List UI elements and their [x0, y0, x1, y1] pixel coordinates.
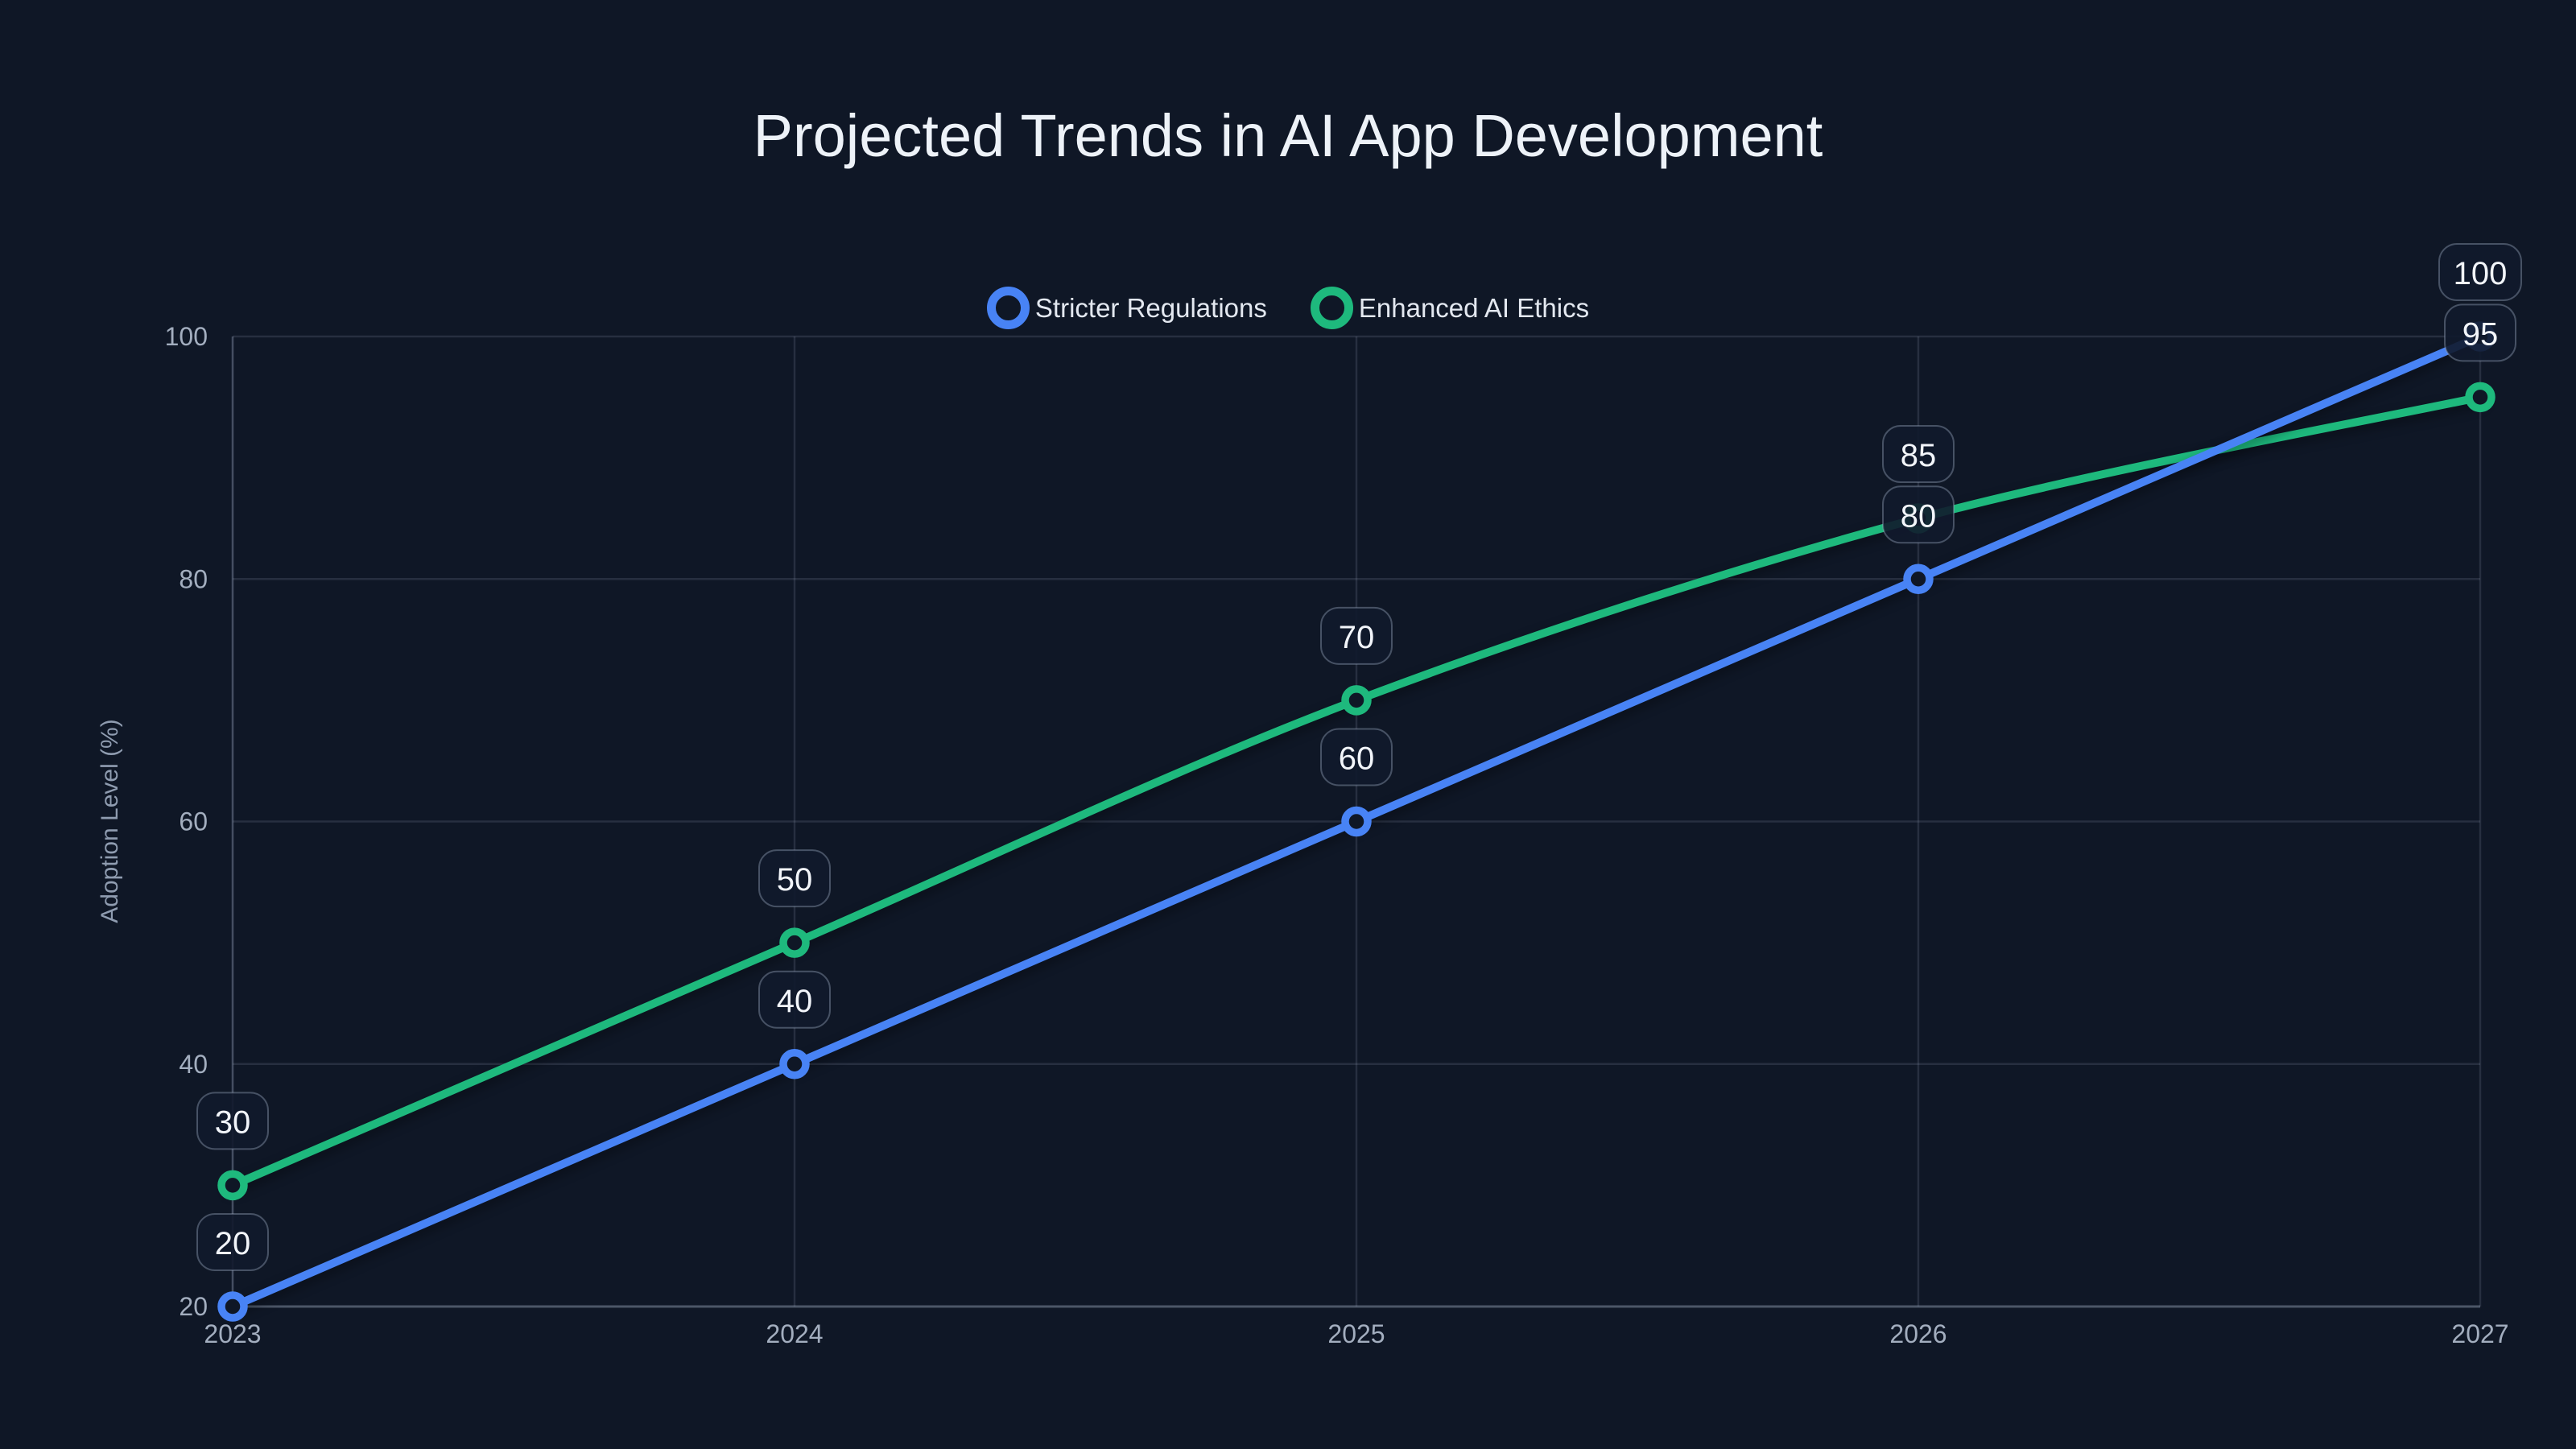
legend-label: Stricter Regulations	[1034, 293, 1267, 323]
data-point-marker	[779, 927, 810, 958]
value-badge	[1320, 728, 1393, 786]
legend-item-enhanced-ai-ethics[interactable]: Enhanced AI Ethics	[1310, 287, 1590, 329]
value-badge	[758, 849, 831, 908]
value-badge-label: 70	[1339, 620, 1375, 655]
value-badge	[1320, 606, 1393, 665]
y-tick-label: 40	[179, 1050, 208, 1079]
x-tick-label: 2027	[2451, 1319, 2508, 1348]
x-tick-label: 2025	[1327, 1319, 1385, 1348]
data-point-marker	[1341, 806, 1372, 837]
value-badge-label: 40	[777, 984, 813, 1019]
legend-label: Enhanced AI Ethics	[1358, 293, 1590, 323]
legend-ring-icon	[1310, 287, 1353, 329]
y-tick-label: 100	[165, 322, 208, 351]
value-badge	[196, 1092, 269, 1150]
y-tick-label: 80	[179, 564, 208, 593]
value-badge-label: 100	[2454, 256, 2508, 291]
value-badge-label: 50	[777, 862, 813, 898]
value-badge-label: 30	[215, 1104, 251, 1140]
value-badge	[1882, 485, 1955, 544]
value-badge	[196, 1213, 269, 1271]
data-point-marker	[217, 1291, 248, 1322]
value-badge-label: 85	[1901, 438, 1937, 473]
data-point-marker	[2465, 382, 2496, 413]
legend-item-stricter-regulations[interactable]: Stricter Regulations	[986, 287, 1267, 329]
y-axis-title: Adoption Level (%)	[97, 719, 123, 923]
value-badge	[2444, 303, 2516, 362]
chart-title: Projected Trends in AI App Development	[753, 102, 1823, 169]
x-tick-label: 2024	[766, 1319, 823, 1348]
value-badge	[758, 970, 831, 1029]
x-tick-label: 2023	[204, 1319, 261, 1348]
legend: Stricter Regulations Enhanced AI Ethics	[0, 287, 2576, 329]
legend-ring-icon	[986, 287, 1030, 329]
value-badge-label: 95	[2462, 316, 2499, 352]
value-badge	[1882, 424, 1955, 483]
data-point-marker	[217, 1170, 248, 1201]
data-point-marker	[779, 1049, 810, 1080]
data-point-marker	[1903, 564, 1934, 594]
data-point-marker	[1341, 685, 1372, 716]
x-tick-label: 2026	[1889, 1319, 1946, 1348]
value-badge	[2438, 243, 2522, 301]
value-badge-label: 60	[1339, 741, 1375, 777]
y-tick-label: 60	[179, 807, 208, 836]
y-tick-label: 20	[179, 1292, 208, 1321]
value-badge-label: 80	[1901, 498, 1937, 534]
value-badge-label: 20	[215, 1226, 251, 1261]
